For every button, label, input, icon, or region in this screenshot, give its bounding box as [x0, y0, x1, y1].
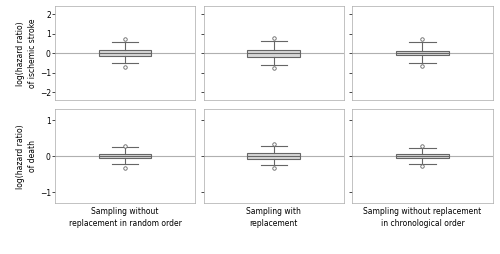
PathPatch shape [99, 50, 152, 56]
X-axis label: Sampling without
replacement in random order: Sampling without replacement in random o… [68, 207, 182, 228]
Y-axis label: log(hazard ratio)
of death: log(hazard ratio) of death [16, 124, 37, 189]
PathPatch shape [396, 154, 448, 158]
PathPatch shape [99, 154, 152, 158]
PathPatch shape [248, 50, 300, 57]
Y-axis label: log(hazard ratio)
of ischemic stroke: log(hazard ratio) of ischemic stroke [16, 19, 37, 88]
X-axis label: Sampling without replacement
in chronological order: Sampling without replacement in chronolo… [364, 207, 482, 228]
X-axis label: Sampling with
replacement: Sampling with replacement [246, 207, 301, 228]
PathPatch shape [396, 51, 448, 55]
PathPatch shape [248, 153, 300, 159]
